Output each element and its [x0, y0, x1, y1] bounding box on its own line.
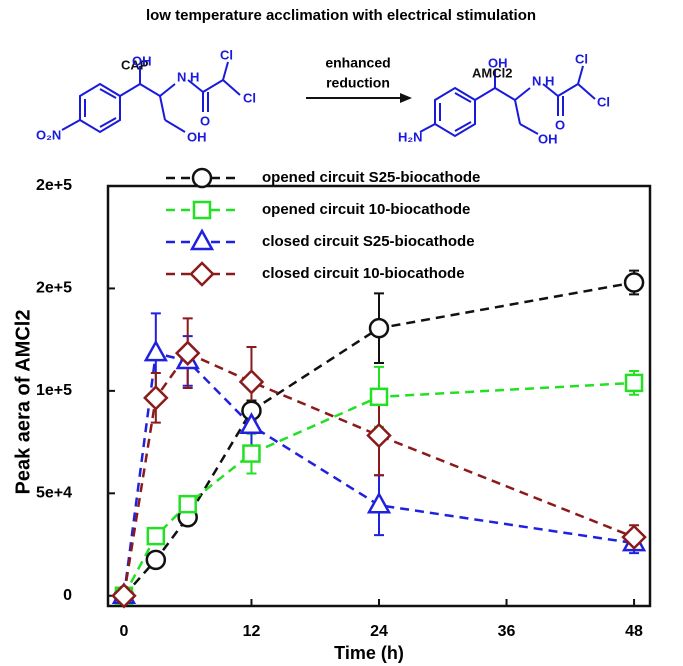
series-line [123, 281, 635, 597]
marker [366, 422, 392, 449]
atom-label: O [200, 113, 210, 128]
atom-label: N H [532, 73, 554, 88]
x-axis-label: Time (h) [334, 643, 404, 663]
series-line [122, 381, 635, 597]
atom-label: H₂N [398, 129, 423, 144]
marker [146, 526, 166, 546]
y-tick-label: 2e+5 [36, 280, 72, 297]
marker [623, 272, 645, 293]
marker [624, 373, 644, 393]
x-tick-label: 36 [498, 623, 516, 640]
atom-label: O [555, 117, 565, 132]
atom-label: OH [187, 129, 207, 144]
x-tick-label: 24 [370, 623, 388, 640]
marker [366, 491, 392, 514]
marker [143, 385, 169, 411]
y-tick-label: 5e+4 [36, 485, 72, 502]
marker [239, 412, 264, 434]
marker [369, 387, 389, 407]
marker [621, 524, 647, 550]
title: low temperature acclimation with electri… [146, 7, 536, 24]
marker [192, 200, 212, 220]
amcl2-structure [419, 65, 596, 138]
marker [238, 369, 265, 395]
arrow-head [400, 93, 412, 103]
legend-label: opened circuit S25-biocathode [262, 169, 480, 186]
marker [189, 228, 215, 251]
marker [174, 340, 201, 366]
legend-label: closed circuit 10-biocathode [262, 265, 465, 282]
x-tick-label: 12 [243, 623, 261, 640]
atom-label: OH [538, 131, 558, 146]
atom-label: OH [132, 53, 152, 68]
arrow-label: enhanced [325, 55, 390, 71]
marker [143, 339, 168, 362]
atom-label: Cl [597, 94, 610, 109]
y-tick-label: 1e+5 [36, 382, 72, 399]
marker [178, 494, 197, 514]
marker [145, 549, 167, 571]
y-axis-label: Peak aera of AMCl2 [12, 310, 34, 495]
x-tick-label: 48 [625, 623, 643, 640]
marker [191, 167, 213, 189]
y-tick-label: 0 [63, 587, 72, 604]
marker [242, 444, 261, 463]
legend-label: closed circuit S25-biocathode [262, 233, 475, 250]
plot: 0 5e+4 1e+5 2e+5 2e+5 0 12 24 36 48 Time (h) Peak a… [12, 167, 652, 663]
arrow-label: reduction [326, 75, 390, 91]
x-tick-label: 0 [119, 623, 128, 640]
marker [189, 261, 215, 287]
atom-label: O₂N [36, 127, 61, 142]
legend-label: opened circuit 10-biocathode [262, 201, 470, 218]
atom-label: OH [488, 55, 508, 70]
compound-name: CAP [121, 57, 149, 72]
marker [368, 317, 390, 339]
cap-structure [61, 61, 241, 134]
atom-label: Cl [243, 90, 256, 105]
atom-label: N H [177, 69, 199, 84]
atom-label: Cl [575, 51, 588, 66]
atom-label: Cl [220, 47, 233, 62]
compound-name: AMCl2 [472, 65, 512, 80]
series-line [122, 351, 635, 596]
marker [111, 582, 137, 609]
y-tick-label: 2e+5 [36, 177, 72, 194]
